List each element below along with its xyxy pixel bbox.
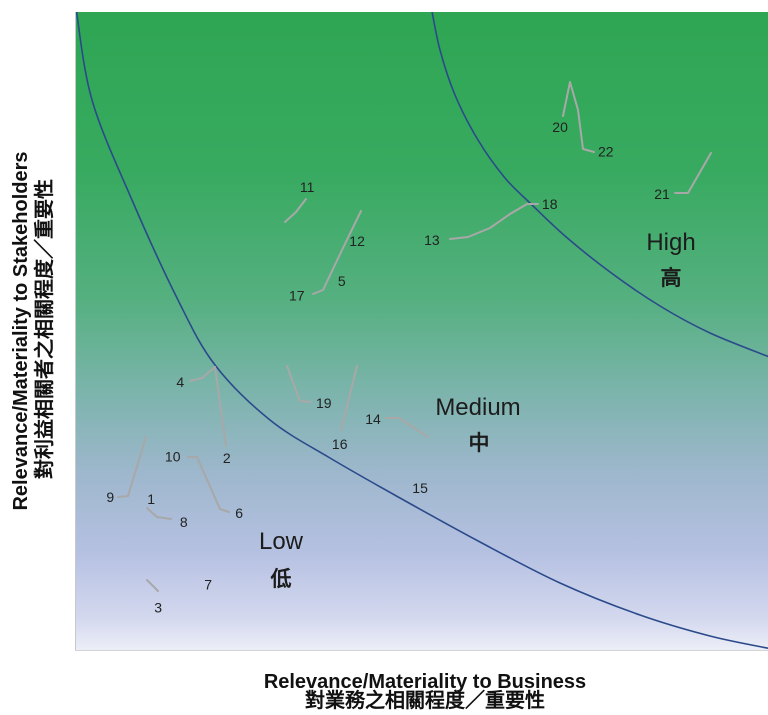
boundary-curve-low-medium	[75, 12, 768, 650]
point-label-2: 2	[223, 450, 231, 466]
point-label-1: 1	[147, 491, 155, 507]
leader-line-13	[449, 203, 539, 240]
leader-line-19	[286, 365, 312, 403]
leader-line-9	[117, 436, 147, 498]
plot-background	[75, 12, 768, 650]
point-label-12: 12	[349, 233, 365, 249]
point-label-13: 13	[424, 232, 440, 248]
leader-line-4	[189, 366, 216, 382]
leader-line-10	[187, 456, 230, 513]
point-label-20: 20	[552, 119, 568, 135]
point-label-11: 11	[300, 179, 315, 195]
point-label-9: 9	[106, 489, 114, 505]
point-label-15: 15	[412, 480, 428, 496]
x-axis-title-zh: 對業務之相關程度／重要性	[305, 688, 545, 712]
point-label-4: 4	[176, 374, 184, 390]
point-label-18: 18	[542, 196, 558, 212]
point-label-16: 16	[332, 436, 348, 452]
x-axis-title: Relevance/Materiality to Business	[264, 671, 586, 693]
region-label-medium: Medium	[435, 394, 520, 421]
point-label-17: 17	[289, 287, 305, 303]
leader-line-3	[146, 579, 159, 592]
y-axis-title: Relevance/Materiality to Stakeholders	[10, 151, 32, 510]
leader-line-1	[146, 507, 172, 520]
point-label-22: 22	[598, 144, 614, 160]
point-label-6: 6	[235, 505, 243, 521]
point-label-10: 10	[165, 449, 181, 465]
leader-line-20	[562, 81, 595, 153]
leader-lines	[117, 81, 712, 592]
leader-line-17	[312, 210, 362, 295]
axis-titles: Relevance/Materiality to Business 對業務之相關…	[10, 151, 586, 712]
point-label-3: 3	[154, 599, 162, 615]
point-label-14: 14	[365, 411, 381, 427]
leader-line-2	[214, 366, 227, 447]
point-label-8: 8	[180, 514, 188, 530]
region-label-low: Low	[259, 528, 304, 555]
region-labels: Low 低 Medium 中 High 高	[259, 229, 696, 591]
point-label-21: 21	[654, 186, 670, 202]
point-label-5: 5	[338, 273, 346, 289]
region-label-high-zh: 高	[661, 266, 682, 290]
region-label-low-zh: 低	[270, 567, 292, 591]
y-axis-title-zh: 對利益相關者之相關程度／重要性	[32, 179, 56, 479]
leader-line-16	[340, 365, 358, 431]
leader-line-21	[674, 152, 712, 194]
region-label-medium-zh: 中	[469, 431, 490, 455]
point-label-7: 7	[204, 576, 212, 592]
region-label-high: High	[646, 229, 695, 256]
leader-line-11	[284, 198, 307, 223]
point-label-19: 19	[316, 395, 332, 411]
leader-line-14	[385, 417, 429, 438]
